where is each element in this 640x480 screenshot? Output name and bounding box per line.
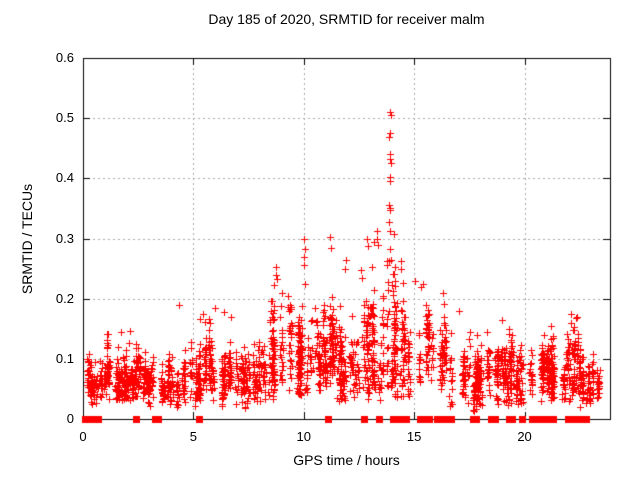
y-tick-label: 0.3 (55, 230, 74, 246)
x-axis-label: GPS time / hours (293, 452, 400, 468)
y-tick-label: 0.2 (55, 290, 74, 306)
x-tick-label: 15 (406, 429, 422, 444)
y-tick-label: 0.6 (55, 50, 74, 65)
x-tick-label: 10 (296, 429, 311, 444)
y-tick-label: 0.4 (55, 170, 74, 186)
x-tick-label: 5 (189, 429, 197, 444)
y-tick-label: 0.5 (55, 110, 74, 126)
y-tick-label: 0 (66, 411, 74, 426)
x-tick-label: 0 (79, 429, 87, 444)
y-tick-label: 0.1 (55, 350, 74, 366)
chart-title: Day 185 of 2020, SRMTID for receiver mal… (208, 11, 485, 27)
x-tick-label: 20 (517, 429, 532, 444)
